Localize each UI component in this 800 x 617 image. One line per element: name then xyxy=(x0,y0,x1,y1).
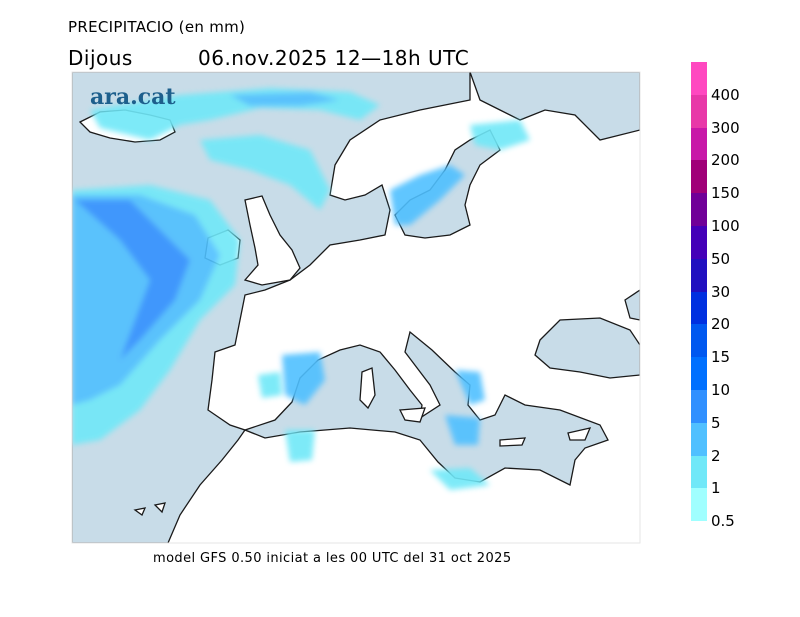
legend-color-box xyxy=(691,390,707,423)
precipitation-field xyxy=(72,88,530,490)
precip-algeria xyxy=(285,430,315,462)
legend-label: 20 xyxy=(711,315,731,334)
legend-label: 1 xyxy=(711,479,721,498)
precip-spain-east xyxy=(282,352,325,405)
cyprus xyxy=(567,427,592,441)
legend-color-box xyxy=(691,160,707,194)
legend-color-box xyxy=(691,455,707,489)
legend-label: 30 xyxy=(711,282,731,301)
legend-label: 0.5 xyxy=(711,512,735,531)
legend-color-box xyxy=(691,422,707,456)
map-frame xyxy=(71,71,641,544)
precip-finland xyxy=(470,120,530,150)
legend-color-box xyxy=(691,488,707,522)
legend-color-box xyxy=(691,258,707,292)
barents-sea xyxy=(469,72,640,141)
legend-label: 15 xyxy=(711,348,731,367)
legend-label: 10 xyxy=(711,381,731,399)
legend-label: 2 xyxy=(711,446,721,465)
legend-label: 100 xyxy=(711,217,740,235)
precip-northern-core xyxy=(230,92,340,106)
legend-color-box xyxy=(691,226,707,259)
canary-islands xyxy=(133,502,166,516)
chart-title: PRECIPITACIO (en mm) xyxy=(68,18,246,36)
legend-color-box xyxy=(691,62,707,95)
precip-atlantic-peak xyxy=(75,200,190,360)
black-sea xyxy=(534,317,640,379)
precip-adriatic-greece xyxy=(455,370,485,405)
precip-scandinavia xyxy=(390,165,465,225)
legend-label: 5 xyxy=(711,413,721,432)
caspian-edge xyxy=(624,289,640,321)
forecast-time: Dijous 06.nov.2025 12—18h UTC xyxy=(68,46,469,70)
great-britain xyxy=(243,195,301,286)
legend-label: 200 xyxy=(711,151,740,170)
precip-libya xyxy=(430,468,490,490)
legend-color-box xyxy=(691,291,707,325)
precip-spain-west xyxy=(258,372,282,398)
legend-label: 50 xyxy=(711,249,731,268)
precip-ionian xyxy=(445,415,480,445)
legend-label: 300 xyxy=(711,118,740,137)
crete xyxy=(499,437,527,447)
legend-color-box xyxy=(691,127,707,161)
legend-color-box xyxy=(691,324,707,358)
precip-norwegian-sea xyxy=(200,135,330,210)
sicily xyxy=(398,407,426,423)
ara-cat-logo: ara.cat xyxy=(90,84,176,110)
forecast-datetime: 06.nov.2025 12—18h UTC xyxy=(198,46,470,70)
forecast-day: Dijous xyxy=(68,46,133,70)
legend-label: 400 xyxy=(711,85,740,104)
legend-color-box xyxy=(691,193,707,227)
sardinia-corsica xyxy=(359,367,376,410)
legend-color-box xyxy=(691,357,707,391)
legend-label: 150 xyxy=(711,184,740,203)
model-info: model GFS 0.50 iniciat a les 00 UTC del … xyxy=(153,551,512,566)
legend-color-box xyxy=(691,94,707,128)
